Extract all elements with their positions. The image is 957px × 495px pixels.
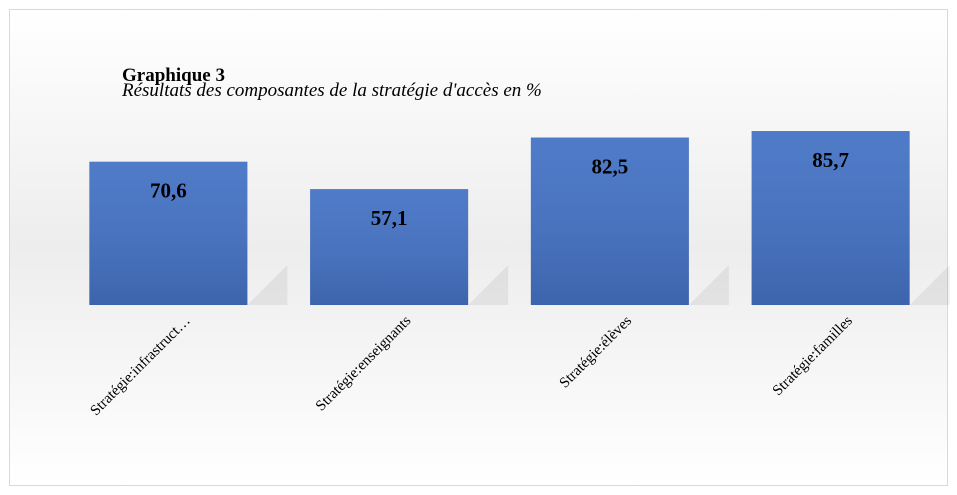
chart-title: Graphique 3 [122,65,225,86]
bar-shadow [909,265,950,305]
bar-shadow [468,265,509,305]
value-label: 85,7 [812,148,849,172]
value-label: 70,6 [150,178,187,202]
chart-subtitle: Résultats des composantes de la stratégi… [121,80,542,101]
bar-shadow [247,265,288,305]
value-label: 57,1 [371,206,408,230]
bar-shade [751,131,910,305]
bar-shade [310,189,469,305]
bar-shade [89,161,248,305]
bar-shadow [688,265,729,305]
bar-shade [530,137,689,305]
value-label: 82,5 [592,154,629,178]
